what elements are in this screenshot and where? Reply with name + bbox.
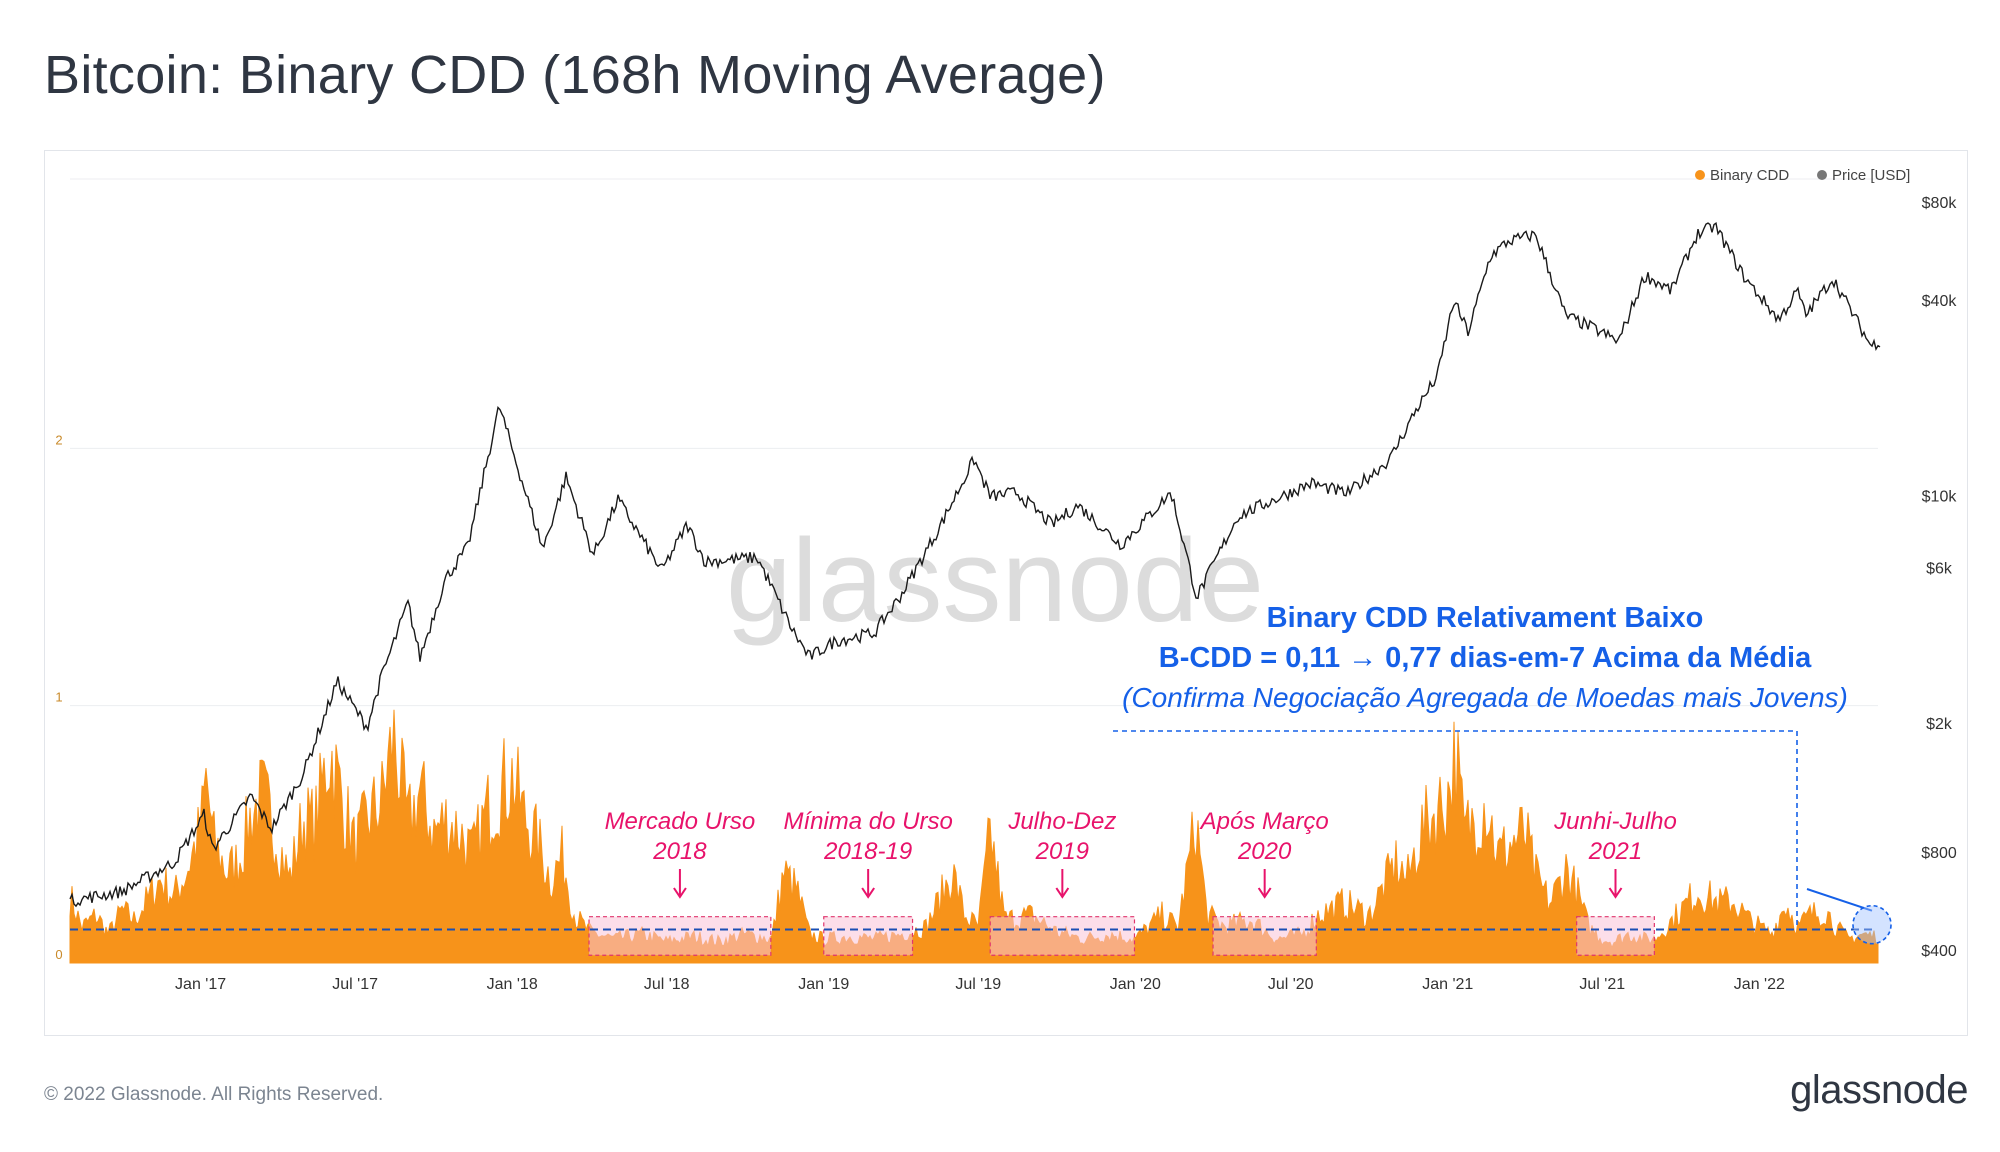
callout-note: (Confirma Negociação Agregada de Moedas … <box>1122 682 1848 713</box>
annotation-arrowhead <box>673 887 687 899</box>
annotation-arrowhead <box>1055 887 1070 899</box>
price-series-line <box>69 222 1881 908</box>
x-tick-label: Jul '20 <box>1268 976 1314 993</box>
legend-dot <box>1817 170 1827 180</box>
annotation-arrowhead <box>1608 887 1623 899</box>
legend-dot <box>1695 170 1705 180</box>
y-left-tick-label: 0 <box>55 947 62 962</box>
binary-cdd-series-area <box>69 709 1879 964</box>
legend-label: Binary CDD <box>1710 167 1789 184</box>
annotation-label: Mínima do Urso <box>783 808 952 835</box>
annotations: Mercado Urso 2018 Mínima do Urso 2018-19 Jul… <box>605 602 1892 945</box>
x-tick-label: Jan '17 <box>175 976 226 993</box>
x-tick-label: Jan '19 <box>798 976 849 993</box>
annotation-label: Mercado Urso <box>605 808 756 835</box>
low-period-box <box>823 916 914 956</box>
x-tick-label: Jul '21 <box>1579 976 1625 993</box>
y-right-tick-label: $800 <box>1921 845 1957 862</box>
annotation-label: 2018 <box>652 838 707 865</box>
legend-label: Price [USD] <box>1832 167 1910 184</box>
watermark: glassnode <box>726 515 1264 647</box>
annotation-label: Após Março <box>1199 808 1329 835</box>
axis-ticks: 0 1 2 $400 $800 $2k $6k $10k $40k $80k Jan '17 Jul … <box>55 195 1957 993</box>
y-left-tick-label: 2 <box>55 432 62 447</box>
binary-cdd-chart: glassnode 0 1 2 $400 $800 $2k $6k $10k $40k $80k J… <box>55 167 1957 993</box>
callout-arrow <box>1806 888 1873 912</box>
y-right-tick-label: $80k <box>1922 195 1958 212</box>
legend: Binary CDD Price [USD] <box>1695 167 1910 184</box>
annotation-label: Julho-Dez <box>1007 808 1116 835</box>
chart-title: Bitcoin: Binary CDD (168h Moving Average… <box>44 45 1106 105</box>
binary-cdd-area <box>69 709 1879 964</box>
callout-value: B-CDD = 0,11 → 0,77 dias-em-7 Acima da M… <box>1159 642 1812 674</box>
annotation-label: 2019 <box>1035 838 1089 865</box>
low-period-box <box>989 916 1136 956</box>
callout-highlight-circle <box>1852 904 1892 945</box>
low-period-boxes <box>588 916 1655 956</box>
y-right-tick-label: $400 <box>1921 943 1957 960</box>
x-tick-label: Jan '22 <box>1734 976 1785 993</box>
annotation-label: 2018-19 <box>823 838 912 865</box>
footer-copyright: © 2022 Glassnode. All Rights Reserved. <box>44 1084 384 1105</box>
annotation-arrowhead <box>1257 887 1272 899</box>
y-right-tick-label: $10k <box>1922 489 1958 506</box>
x-tick-label: Jan '18 <box>487 976 538 993</box>
low-period-box <box>1212 916 1317 956</box>
low-period-box <box>588 916 772 956</box>
callout-title: Binary CDD Relativament Baixo <box>1267 602 1704 634</box>
annotation-arrowhead <box>861 887 875 899</box>
annotation-label: Junhi-Julho <box>1553 808 1677 835</box>
y-right-tick-label: $6k <box>1926 561 1953 578</box>
x-tick-label: Jan '21 <box>1422 976 1473 993</box>
x-tick-label: Jul '19 <box>955 976 1001 993</box>
price-line <box>69 222 1881 908</box>
y-left-tick-label: 1 <box>55 690 62 705</box>
low-period-box <box>1576 916 1655 956</box>
y-right-tick-label: $2k <box>1926 716 1953 733</box>
callout-connector <box>1113 730 1798 925</box>
annotation-label: 2021 <box>1588 838 1642 865</box>
footer-logo: glassnode <box>1790 1068 1968 1112</box>
annotation-label: 2020 <box>1237 838 1292 865</box>
x-tick-label: Jul '18 <box>644 976 690 993</box>
x-tick-label: Jul '17 <box>332 976 378 993</box>
y-right-tick-label: $40k <box>1922 293 1958 310</box>
x-tick-label: Jan '20 <box>1110 976 1161 993</box>
chart-container: glassnode 0 1 2 $400 $800 $2k $6k $10k $40k $80k J… <box>44 150 1968 1036</box>
